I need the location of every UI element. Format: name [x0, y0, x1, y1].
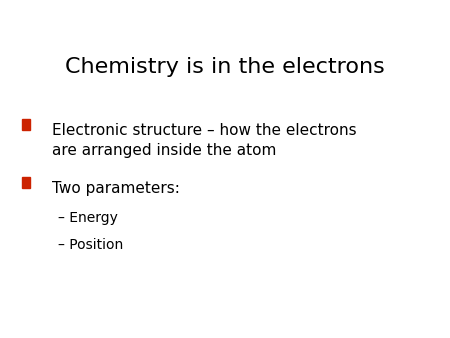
Text: Chemistry is in the electrons: Chemistry is in the electrons [65, 57, 385, 77]
Text: – Position: – Position [58, 238, 124, 252]
FancyBboxPatch shape [22, 119, 30, 130]
Text: Electronic structure – how the electrons
are arranged inside the atom: Electronic structure – how the electrons… [52, 123, 356, 158]
Text: – Energy: – Energy [58, 211, 118, 225]
Text: Two parameters:: Two parameters: [52, 181, 180, 196]
FancyBboxPatch shape [22, 177, 30, 188]
